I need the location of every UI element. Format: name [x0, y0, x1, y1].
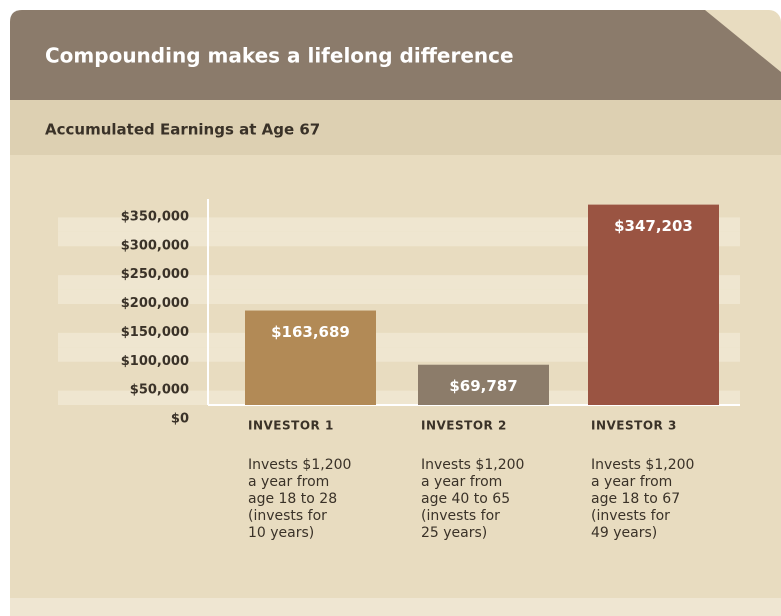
bar [588, 204, 719, 405]
chart-subtitle: Accumulated Earnings at Age 67 [45, 121, 320, 139]
y-tick-label: $300,000 [121, 238, 189, 253]
chart-title: Compounding makes a lifelong difference [45, 44, 514, 68]
investor-description: age 40 to 65 [421, 491, 510, 507]
investor-description: a year from [421, 474, 502, 490]
investor-description: (invests for [421, 508, 500, 524]
grid-band [58, 275, 740, 290]
bottom-strip [10, 598, 781, 616]
y-tick-label: $250,000 [121, 267, 189, 282]
y-tick-label: $200,000 [121, 296, 189, 311]
value-label: $69,787 [449, 377, 517, 395]
panel [10, 10, 781, 616]
grid-band [58, 217, 740, 232]
investor-description: age 18 to 28 [248, 491, 337, 507]
investor-description: Invests $1,200 [248, 457, 351, 473]
y-tick-label: $50,000 [130, 383, 189, 398]
investor-description: Invests $1,200 [591, 457, 694, 473]
investor-description: Invests $1,200 [421, 457, 524, 473]
y-tick-label: $350,000 [121, 210, 189, 225]
investor-description: 10 years) [248, 525, 314, 541]
value-label: $347,203 [614, 217, 693, 235]
grid-band [58, 332, 740, 348]
grid-band [58, 347, 740, 362]
x-tick-label: INVESTOR 1 [248, 419, 334, 433]
bar [418, 364, 549, 405]
investor-description: age 18 to 67 [591, 491, 680, 507]
x-tick-label: INVESTOR 3 [591, 419, 677, 433]
grid-band [58, 390, 740, 405]
value-label: $163,689 [271, 323, 350, 341]
y-tick-label: $0 [171, 412, 189, 427]
investor-description: (invests for [248, 508, 327, 524]
header-band [10, 10, 781, 100]
investor-description: a year from [248, 474, 329, 490]
investor-description: a year from [591, 474, 672, 490]
investor-description: 49 years) [591, 525, 657, 541]
bar [245, 310, 376, 405]
x-tick-label: INVESTOR 2 [421, 419, 507, 433]
grid-band [58, 231, 740, 247]
y-tick-label: $150,000 [121, 325, 189, 340]
y-tick-label: $100,000 [121, 354, 189, 369]
investor-description: 25 years) [421, 525, 487, 541]
grid-band [58, 289, 740, 304]
investor-description: (invests for [591, 508, 670, 524]
subtitle-band [10, 100, 781, 155]
